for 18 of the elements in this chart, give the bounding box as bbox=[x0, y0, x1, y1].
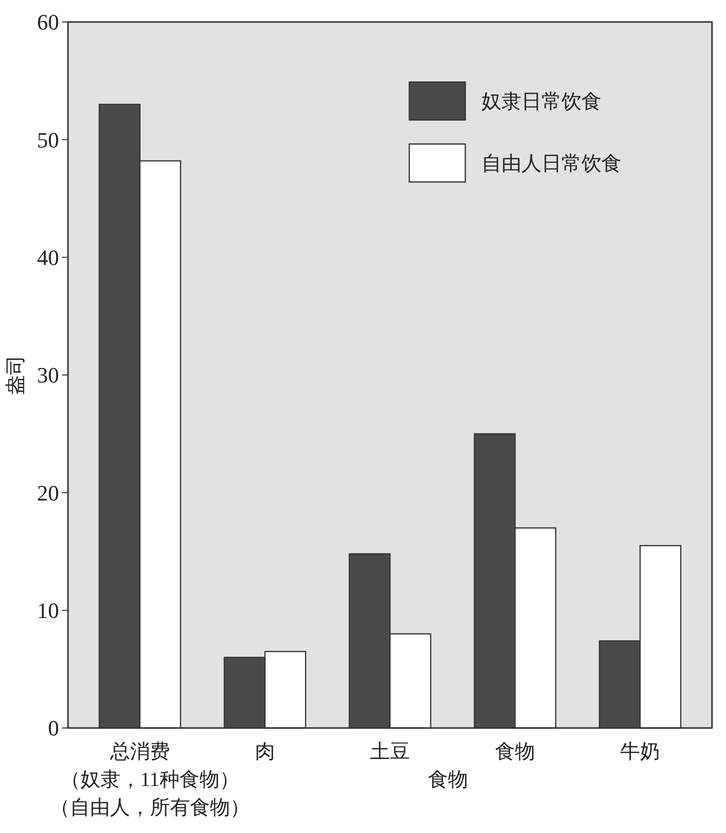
y-tick-label: 30 bbox=[37, 362, 59, 388]
y-axis-title: 盎司 bbox=[5, 355, 27, 395]
legend-label: 奴隶日常饮食 bbox=[481, 91, 602, 113]
x-tick-label: 肉 bbox=[254, 741, 275, 763]
text: （自由人，所有食物） bbox=[50, 797, 250, 819]
legend-label: 自由人日常饮食 bbox=[481, 153, 622, 175]
y-tick-label: 60 bbox=[37, 10, 59, 35]
y-tick-label: 40 bbox=[37, 245, 59, 270]
y-tick-label: 10 bbox=[37, 598, 59, 624]
x-tick-label: 总消费 bbox=[108, 741, 170, 763]
y-tick-label: 50 bbox=[37, 127, 59, 152]
y-tick-label: 0 bbox=[48, 716, 59, 741]
x-tick-label: 牛奶 bbox=[620, 741, 660, 763]
x-axis-title: 食物 bbox=[428, 769, 468, 791]
text: （奴隶，11种食物） bbox=[60, 769, 240, 791]
x-tick-label: 土豆 bbox=[370, 741, 410, 763]
y-tick-label: 20 bbox=[37, 480, 59, 506]
x-tick-label: 食物 bbox=[495, 741, 536, 763]
